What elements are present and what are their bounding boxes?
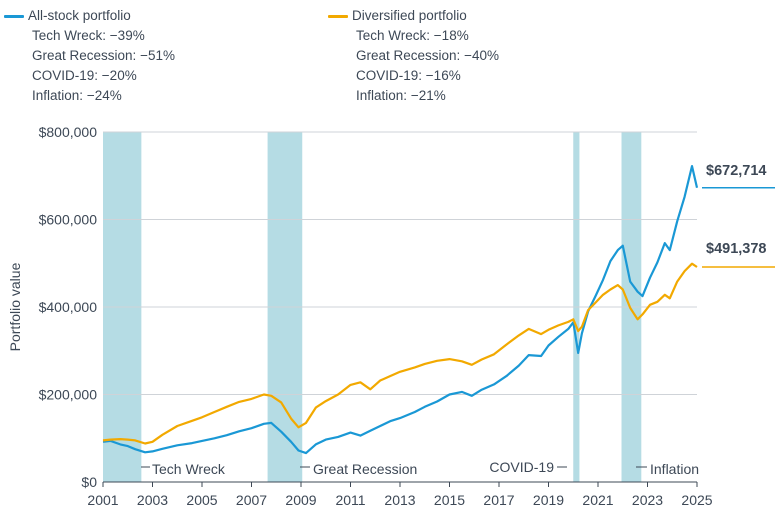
drawdown-value: −21% [410,88,446,103]
legend-swatch-all-stock [4,14,24,18]
y-tick-label: $0 [81,474,97,490]
x-tick-label: 2021 [582,492,613,508]
drawdown-label: COVID-19: [356,68,423,83]
x-tick-label: 2015 [434,492,465,508]
annotation-inflation: Inflation [650,461,699,477]
x-tick-label: 2005 [186,492,217,508]
legend-entry-diversified: Diversified portfolio [328,6,499,26]
annotation-tech-wreck: Tech Wreck [152,461,226,477]
drawdown-value: −16% [425,68,461,83]
x-tick-label: 2003 [137,492,168,508]
legend-label-all-stock: All-stock portfolio [28,8,131,23]
y-tick-label: $200,000 [39,387,98,403]
drawdown-value: −40% [464,48,499,63]
chart-labels: Tech Wreck Great Recession COVID-19 Inflati… [141,163,775,477]
end-value-label: $491,378 [706,241,766,257]
series-line-all-stock-portfolio [102,165,699,455]
series-lines [102,165,699,455]
legend-drawdown-item: Inflation: −24% [4,86,175,106]
legend-drawdown-item: Inflation: −21% [328,86,499,106]
x-tick-label: 2023 [632,492,663,508]
legend-entry-all-stock: All-stock portfolio [4,6,175,26]
legend-drawdown-item: Great Recession: −51% [4,46,175,66]
legend-swatch-diversified [328,14,348,18]
drawdown-label: Inflation: [32,88,84,103]
legend-drawdown-item: Great Recession: −40% [328,46,499,66]
drawdown-value: −39% [109,28,145,43]
drawdown-label: Tech Wreck: [32,28,107,43]
legend-all-stock: All-stock portfolio Tech Wreck: −39% Gre… [4,6,175,106]
y-tick-label: $600,000 [39,212,98,228]
drawdown-value: −24% [86,88,122,103]
annotation-great-recession: Great Recession [313,461,417,477]
annotation-covid-19: COVID-19 [489,459,554,475]
x-tick-label: 2011 [335,492,365,508]
axes: $0 $200,000 $400,000 $600,000 $800,000 2001 20… [7,124,713,508]
legend-drawdown-item: Tech Wreck: −18% [328,26,499,46]
x-tick-label: 2017 [483,492,514,508]
drawdown-value: −18% [433,28,469,43]
x-tick-label: 2025 [681,492,712,508]
drawdown-value: −51% [140,48,175,63]
x-tick-label: 2013 [384,492,415,508]
series-line-diversified-portfolio [102,262,698,445]
legend-diversified: Diversified portfolio Tech Wreck: −18% G… [328,6,499,106]
end-value-label: $672,714 [706,163,766,179]
drawdown-value: −20% [101,68,137,83]
legend-label-diversified: Diversified portfolio [352,8,467,23]
x-tick-label: 2019 [533,492,564,508]
y-tick-label: $800,000 [39,124,98,140]
drawdown-label: Great Recession: [356,48,461,63]
legend-drawdown-item: COVID-19: −16% [328,66,499,86]
gridlines [103,131,697,395]
drawdown-label: Great Recession: [32,48,137,63]
legend-drawdown-item: COVID-19: −20% [4,66,175,86]
x-tick-label: 2007 [236,492,267,508]
drawdown-label: COVID-19: [32,68,99,83]
drawdown-label: Tech Wreck: [356,28,431,43]
x-tick-label: 2001 [87,492,118,508]
y-axis-title: Portfolio value [7,262,23,351]
x-tick-label: 2009 [285,492,316,508]
legend-drawdown-item: Tech Wreck: −39% [4,26,175,46]
drawdown-label: Inflation: [356,88,408,103]
y-tick-label: $400,000 [39,299,98,315]
